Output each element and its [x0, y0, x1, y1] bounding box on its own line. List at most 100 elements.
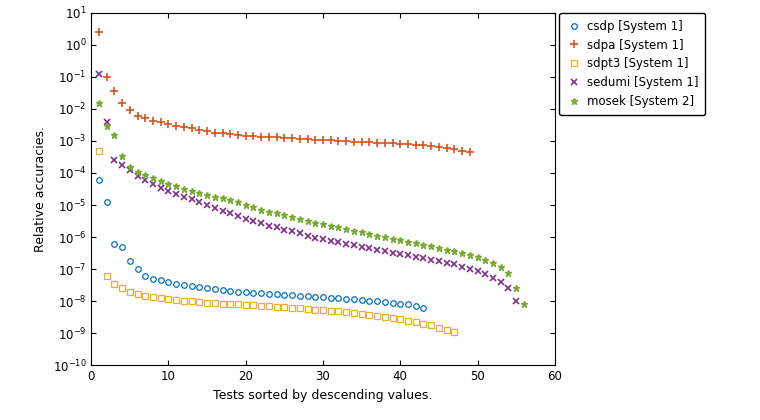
- sdpt3 [System 1]: [94, 148, 103, 153]
- sdpa [System 1]: [272, 135, 281, 140]
- sdpt3 [System 1]: [426, 323, 435, 328]
- sedumi [System 1]: [465, 267, 474, 272]
- sdpa [System 1]: [350, 139, 359, 144]
- sdpa [System 1]: [195, 127, 204, 132]
- csdp [System 1]: [141, 274, 150, 279]
- csdp [System 1]: [365, 298, 374, 303]
- sdpt3 [System 1]: [148, 294, 157, 299]
- sdpa [System 1]: [458, 148, 467, 153]
- csdp [System 1]: [179, 283, 188, 288]
- csdp [System 1]: [411, 304, 420, 309]
- csdp [System 1]: [272, 292, 281, 297]
- mosek [System 2]: [334, 225, 343, 230]
- csdp [System 1]: [404, 302, 413, 307]
- sdpa [System 1]: [295, 136, 304, 141]
- sdpt3 [System 1]: [404, 318, 413, 323]
- sdpa [System 1]: [141, 116, 150, 121]
- csdp [System 1]: [287, 293, 296, 298]
- sdpa [System 1]: [419, 143, 428, 148]
- sdpa [System 1]: [426, 143, 435, 148]
- sdpt3 [System 1]: [341, 310, 350, 315]
- sdpt3 [System 1]: [118, 286, 127, 291]
- sdpa [System 1]: [179, 125, 188, 130]
- sdpa [System 1]: [396, 142, 405, 147]
- sdpa [System 1]: [102, 74, 111, 79]
- csdp [System 1]: [226, 289, 235, 294]
- csdp [System 1]: [295, 293, 304, 298]
- sdpa [System 1]: [311, 137, 320, 142]
- sdpa [System 1]: [94, 29, 103, 34]
- sdpt3 [System 1]: [396, 316, 405, 321]
- mosek [System 2]: [357, 230, 366, 235]
- csdp [System 1]: [187, 284, 196, 289]
- mosek [System 2]: [94, 101, 103, 106]
- sdpt3 [System 1]: [326, 308, 335, 313]
- Legend: csdp [System 1], sdpa [System 1], sdpt3 [System 1], sedumi [System 1], mosek [Sy: csdp [System 1], sdpa [System 1], sdpt3 …: [559, 13, 705, 116]
- sdpa [System 1]: [125, 108, 135, 113]
- sdpa [System 1]: [164, 122, 173, 127]
- sdpa [System 1]: [365, 140, 374, 145]
- csdp [System 1]: [109, 241, 119, 247]
- sdpt3 [System 1]: [287, 305, 296, 310]
- sdpa [System 1]: [133, 113, 142, 118]
- sdpt3 [System 1]: [226, 302, 235, 307]
- csdp [System 1]: [218, 288, 227, 293]
- sdpa [System 1]: [411, 142, 420, 147]
- csdp [System 1]: [118, 244, 127, 249]
- csdp [System 1]: [350, 297, 359, 302]
- sdpa [System 1]: [172, 123, 181, 128]
- sdpa [System 1]: [341, 139, 350, 144]
- sdpt3 [System 1]: [357, 312, 366, 317]
- sdpt3 [System 1]: [233, 302, 242, 307]
- csdp [System 1]: [318, 294, 328, 299]
- sdpt3 [System 1]: [179, 298, 188, 303]
- sdpt3 [System 1]: [187, 299, 196, 304]
- sdpt3 [System 1]: [141, 293, 150, 298]
- sdpt3 [System 1]: [350, 310, 359, 315]
- Line: sedumi [System 1]: sedumi [System 1]: [96, 71, 520, 305]
- sdpa [System 1]: [233, 133, 242, 138]
- sdpa [System 1]: [372, 140, 382, 145]
- sdpa [System 1]: [257, 134, 266, 139]
- sdpa [System 1]: [109, 89, 119, 94]
- sedumi [System 1]: [172, 192, 181, 197]
- sdpa [System 1]: [264, 135, 274, 140]
- sdpt3 [System 1]: [372, 313, 382, 318]
- csdp [System 1]: [211, 286, 220, 291]
- mosek [System 2]: [419, 242, 428, 247]
- sdpt3 [System 1]: [133, 291, 142, 297]
- mosek [System 2]: [519, 302, 528, 307]
- sdpt3 [System 1]: [102, 274, 111, 279]
- csdp [System 1]: [311, 294, 320, 299]
- sdpt3 [System 1]: [280, 305, 289, 310]
- csdp [System 1]: [341, 296, 350, 301]
- sdpt3 [System 1]: [388, 315, 397, 320]
- csdp [System 1]: [241, 290, 250, 295]
- Line: mosek [System 2]: mosek [System 2]: [96, 100, 527, 308]
- Line: csdp [System 1]: csdp [System 1]: [97, 177, 426, 311]
- sdpa [System 1]: [287, 136, 296, 141]
- sdpt3 [System 1]: [411, 319, 420, 324]
- csdp [System 1]: [388, 300, 397, 305]
- sdpa [System 1]: [148, 118, 157, 123]
- sdpt3 [System 1]: [272, 304, 281, 309]
- mosek [System 2]: [249, 205, 258, 210]
- sdpa [System 1]: [404, 142, 413, 147]
- sdpa [System 1]: [318, 137, 328, 142]
- X-axis label: Tests sorted by descending values.: Tests sorted by descending values.: [214, 389, 432, 402]
- sdpa [System 1]: [334, 138, 343, 143]
- sdpt3 [System 1]: [218, 301, 227, 306]
- csdp [System 1]: [94, 178, 103, 183]
- sedumi [System 1]: [195, 200, 204, 205]
- sdpt3 [System 1]: [109, 281, 119, 286]
- csdp [System 1]: [372, 299, 382, 304]
- csdp [System 1]: [133, 267, 142, 272]
- Line: sdpa [System 1]: sdpa [System 1]: [95, 28, 474, 156]
- csdp [System 1]: [264, 291, 274, 297]
- sdpt3 [System 1]: [157, 295, 166, 300]
- sdpt3 [System 1]: [380, 314, 389, 319]
- sdpa [System 1]: [226, 132, 235, 137]
- csdp [System 1]: [357, 297, 366, 302]
- csdp [System 1]: [157, 278, 166, 283]
- sdpt3 [System 1]: [442, 327, 451, 332]
